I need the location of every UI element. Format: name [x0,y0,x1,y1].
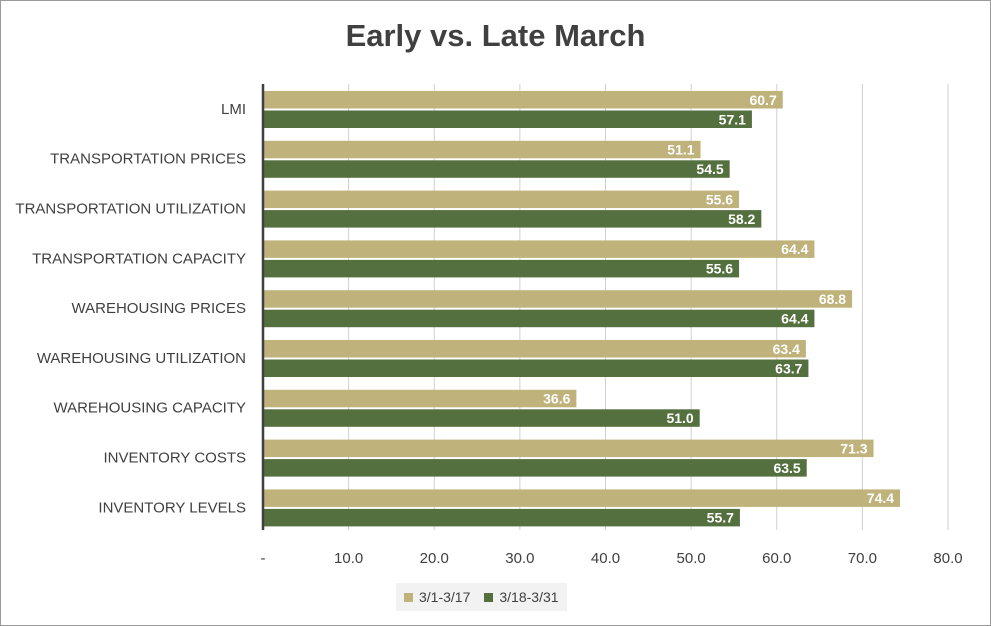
bar-series-1 [263,389,577,408]
category-label: WAREHOUSING PRICES [72,300,246,317]
x-tick-label: 30.0 [505,550,534,567]
bar-series-2 [263,110,752,128]
bar-series-2 [263,508,740,527]
x-tick-label: 20.0 [420,550,449,567]
legend-label-series-1: 3/1-3/17 [419,589,471,605]
data-label-series-1: 64.4 [781,241,808,257]
bar-series-2 [263,459,807,477]
x-tick-label: 60.0 [762,550,791,567]
data-label-series-1: 68.8 [819,291,846,307]
legend-swatch-series-2 [484,592,494,602]
bar-series-1 [263,340,806,358]
x-tick-label: 10.0 [334,550,363,567]
bar-series-1 [263,439,874,458]
bar-series-2 [263,160,730,178]
bar-series-2 [263,309,815,328]
data-label-series-1: 71.3 [840,440,867,456]
data-label-series-1: 63.4 [773,341,800,357]
category-label: TRANSPORTATION CAPACITY [32,250,246,267]
data-label-series-2: 57.1 [719,111,746,127]
category-label: WAREHOUSING UTILIZATION [37,350,246,367]
category-label: INVENTORY LEVELS [98,499,246,516]
data-label-series-1: 51.1 [667,142,694,158]
category-label: INVENTORY COSTS [103,450,246,467]
bar-series-1 [263,190,740,209]
x-tick-label: 70.0 [848,550,877,567]
data-label-series-1: 60.7 [749,92,776,108]
data-label-series-2: 64.4 [781,310,808,326]
legend-label-series-2: 3/18-3/31 [499,589,559,605]
data-label-series-2: 63.7 [775,360,802,376]
bar-series-1 [263,489,901,507]
legend-swatch-series-1 [404,592,413,602]
category-label: WAREHOUSING CAPACITY [53,400,246,417]
x-tick-label: - [261,550,266,567]
bar-series-1 [263,290,853,308]
x-tick-label: 50.0 [677,550,706,567]
bar-series-2 [263,359,809,377]
x-tick-label: 40.0 [591,550,620,567]
bar-series-2 [263,259,740,278]
bar-series-1 [263,140,701,159]
data-label-series-2: 55.7 [707,510,734,526]
category-label: TRANSPORTATION PRICES [50,151,246,168]
x-tick-label: 80.0 [933,550,962,567]
category-label: TRANSPORTATION UTILIZATION [15,201,246,218]
data-label-series-1: 74.4 [867,490,894,506]
data-label-series-2: 54.5 [696,161,723,177]
legend-item-series-1: 3/1-3/17 [404,589,470,605]
data-label-series-1: 55.6 [706,191,733,207]
data-label-series-1: 36.6 [543,391,570,407]
legend: 3/1-3/17 3/18-3/31 [396,583,567,611]
bar-series-1 [263,240,815,258]
bar-series-2 [263,210,762,228]
bar-series-2 [263,409,700,427]
data-label-series-2: 55.6 [706,261,733,277]
data-label-series-2: 58.2 [728,211,755,227]
bar-series-1 [263,91,783,109]
legend-item-series-2: 3/18-3/31 [484,589,559,605]
data-label-series-2: 51.0 [666,410,693,426]
data-label-series-2: 63.5 [773,460,800,476]
category-label: LMI [221,101,246,118]
chart-title: Early vs. Late March [345,18,646,53]
